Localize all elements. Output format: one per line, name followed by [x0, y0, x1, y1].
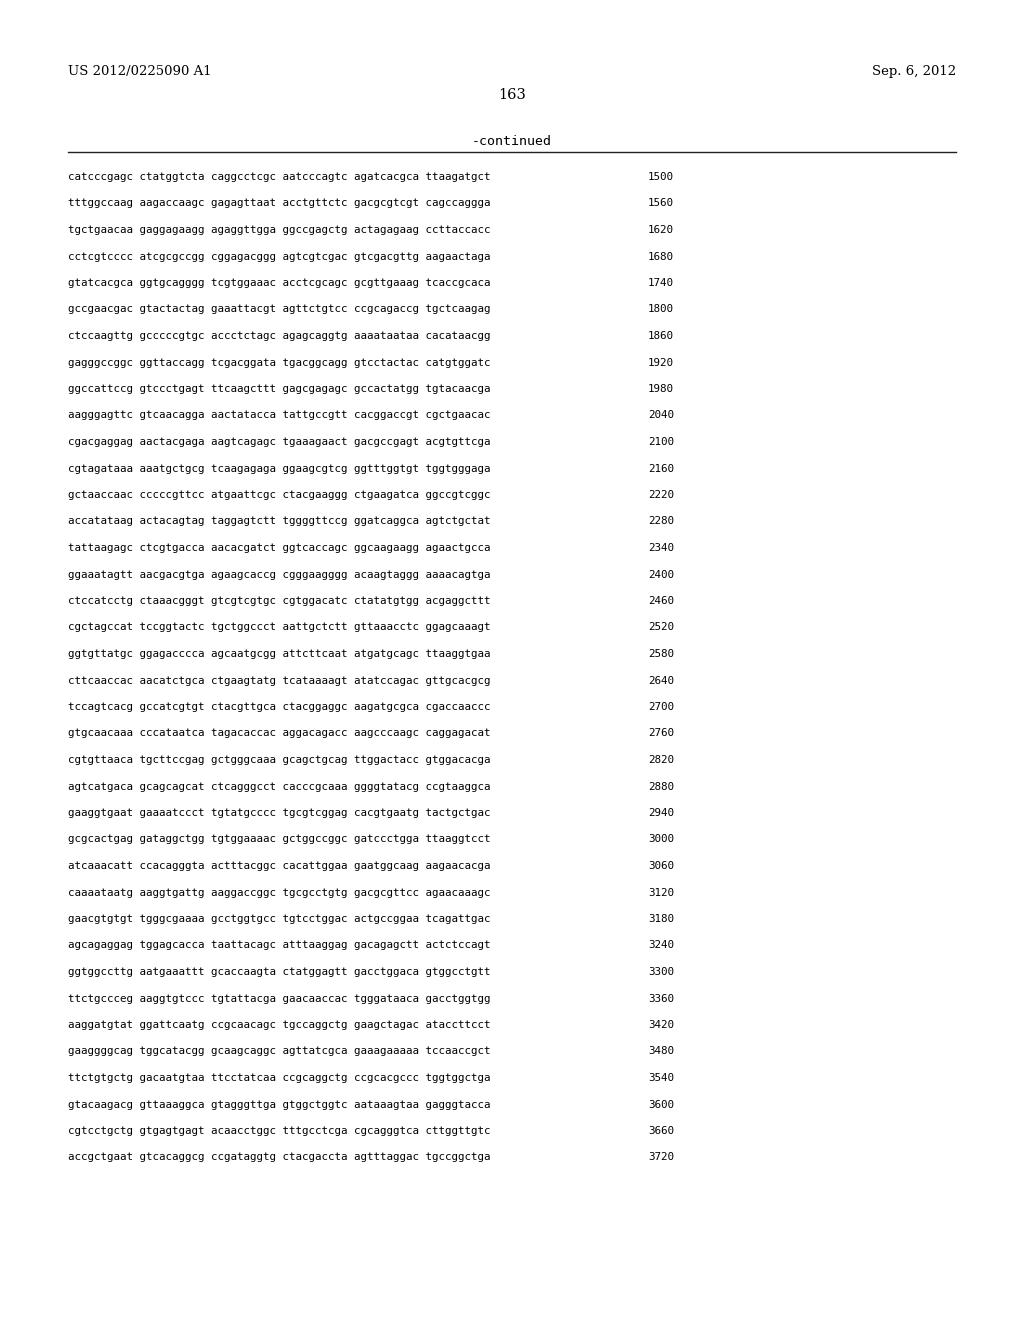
Text: caaaataatg aaggtgattg aaggaccggc tgcgcctgtg gacgcgttcc agaacaaagc: caaaataatg aaggtgattg aaggaccggc tgcgcct… [68, 887, 490, 898]
Text: 1500: 1500 [648, 172, 674, 182]
Text: 2040: 2040 [648, 411, 674, 421]
Text: 3060: 3060 [648, 861, 674, 871]
Text: ggtgttatgc ggagacccca agcaatgcgg attcttcaat atgatgcagc ttaaggtgaa: ggtgttatgc ggagacccca agcaatgcgg attcttc… [68, 649, 490, 659]
Text: accgctgaat gtcacaggcg ccgataggtg ctacgaccta agtttaggac tgccggctga: accgctgaat gtcacaggcg ccgataggtg ctacgac… [68, 1152, 490, 1163]
Text: atcaaacatt ccacagggta actttacggc cacattggaa gaatggcaag aagaacacga: atcaaacatt ccacagggta actttacggc cacattg… [68, 861, 490, 871]
Text: cctcgtcccc atcgcgccgg cggagacggg agtcgtcgac gtcgacgttg aagaactaga: cctcgtcccc atcgcgccgg cggagacggg agtcgtc… [68, 252, 490, 261]
Text: agcagaggag tggagcacca taattacagc atttaaggag gacagagctt actctccagt: agcagaggag tggagcacca taattacagc atttaag… [68, 940, 490, 950]
Text: 2400: 2400 [648, 569, 674, 579]
Text: agtcatgaca gcagcagcat ctcagggcct cacccgcaaa ggggtatacg ccgtaaggca: agtcatgaca gcagcagcat ctcagggcct cacccgc… [68, 781, 490, 792]
Text: 3000: 3000 [648, 834, 674, 845]
Text: tccagtcacg gccatcgtgt ctacgttgca ctacggaggc aagatgcgca cgaccaaccc: tccagtcacg gccatcgtgt ctacgttgca ctacgga… [68, 702, 490, 711]
Text: 2880: 2880 [648, 781, 674, 792]
Text: 3660: 3660 [648, 1126, 674, 1137]
Text: 2460: 2460 [648, 597, 674, 606]
Text: 163: 163 [498, 88, 526, 102]
Text: tttggccaag aagaccaagc gagagttaat acctgttctc gacgcgtcgt cagccaggga: tttggccaag aagaccaagc gagagttaat acctgtt… [68, 198, 490, 209]
Text: ttctgtgctg gacaatgtaa ttcctatcaa ccgcaggctg ccgcacgccc tggtggctga: ttctgtgctg gacaatgtaa ttcctatcaa ccgcagg… [68, 1073, 490, 1082]
Text: accatataag actacagtag taggagtctt tggggttccg ggatcaggca agtctgctat: accatataag actacagtag taggagtctt tggggtt… [68, 516, 490, 527]
Text: gtatcacgca ggtgcagggg tcgtggaaac acctcgcagc gcgttgaaag tcaccgcaca: gtatcacgca ggtgcagggg tcgtggaaac acctcgc… [68, 279, 490, 288]
Text: cgctagccat tccggtactc tgctggccct aattgctctt gttaaacctc ggagcaaagt: cgctagccat tccggtactc tgctggccct aattgct… [68, 623, 490, 632]
Text: 1620: 1620 [648, 224, 674, 235]
Text: 2580: 2580 [648, 649, 674, 659]
Text: ggccattccg gtccctgagt ttcaagcttt gagcgagagc gccactatgg tgtacaacga: ggccattccg gtccctgagt ttcaagcttt gagcgag… [68, 384, 490, 393]
Text: gtgcaacaaa cccataatca tagacaccac aggacagacc aagcccaagc caggagacat: gtgcaacaaa cccataatca tagacaccac aggacag… [68, 729, 490, 738]
Text: tattaagagc ctcgtgacca aacacgatct ggtcaccagc ggcaagaagg agaactgcca: tattaagagc ctcgtgacca aacacgatct ggtcacc… [68, 543, 490, 553]
Text: 1560: 1560 [648, 198, 674, 209]
Text: 1980: 1980 [648, 384, 674, 393]
Text: aagggagttc gtcaacagga aactatacca tattgccgtt cacggaccgt cgctgaacac: aagggagttc gtcaacagga aactatacca tattgcc… [68, 411, 490, 421]
Text: gccgaacgac gtactactag gaaattacgt agttctgtcc ccgcagaccg tgctcaagag: gccgaacgac gtactactag gaaattacgt agttctg… [68, 305, 490, 314]
Text: 2220: 2220 [648, 490, 674, 500]
Text: 3300: 3300 [648, 968, 674, 977]
Text: 3240: 3240 [648, 940, 674, 950]
Text: US 2012/0225090 A1: US 2012/0225090 A1 [68, 65, 212, 78]
Text: gagggccggc ggttaccagg tcgacggata tgacggcagg gtcctactac catgtggatc: gagggccggc ggttaccagg tcgacggata tgacggc… [68, 358, 490, 367]
Text: gaacgtgtgt tgggcgaaaa gcctggtgcc tgtcctggac actgccggaa tcagattgac: gaacgtgtgt tgggcgaaaa gcctggtgcc tgtcctg… [68, 913, 490, 924]
Text: 2520: 2520 [648, 623, 674, 632]
Text: gctaaccaac cccccgttcc atgaattcgc ctacgaaggg ctgaagatca ggccgtcggc: gctaaccaac cccccgttcc atgaattcgc ctacgaa… [68, 490, 490, 500]
Text: 2340: 2340 [648, 543, 674, 553]
Text: ttctgccceg aaggtgtccc tgtattacga gaacaaccac tgggataaca gacctggtgg: ttctgccceg aaggtgtccc tgtattacga gaacaac… [68, 994, 490, 1003]
Text: ctccaagttg gcccccgtgc accctctagc agagcaggtg aaaataataa cacataacgg: ctccaagttg gcccccgtgc accctctagc agagcag… [68, 331, 490, 341]
Text: 2640: 2640 [648, 676, 674, 685]
Text: 2940: 2940 [648, 808, 674, 818]
Text: 1920: 1920 [648, 358, 674, 367]
Text: 3420: 3420 [648, 1020, 674, 1030]
Text: cttcaaccac aacatctgca ctgaagtatg tcataaaagt atatccagac gttgcacgcg: cttcaaccac aacatctgca ctgaagtatg tcataaa… [68, 676, 490, 685]
Text: aaggatgtat ggattcaatg ccgcaacagc tgccaggctg gaagctagac ataccttcct: aaggatgtat ggattcaatg ccgcaacagc tgccagg… [68, 1020, 490, 1030]
Text: cgtcctgctg gtgagtgagt acaacctggc tttgcctcga cgcagggtca cttggttgtc: cgtcctgctg gtgagtgagt acaacctggc tttgcct… [68, 1126, 490, 1137]
Text: cgtgttaaca tgcttccgag gctgggcaaa gcagctgcag ttggactacc gtggacacga: cgtgttaaca tgcttccgag gctgggcaaa gcagctg… [68, 755, 490, 766]
Text: 1800: 1800 [648, 305, 674, 314]
Text: 3540: 3540 [648, 1073, 674, 1082]
Text: gaaggggcag tggcatacgg gcaagcaggc agttatcgca gaaagaaaaa tccaaccgct: gaaggggcag tggcatacgg gcaagcaggc agttatc… [68, 1047, 490, 1056]
Text: -continued: -continued [472, 135, 552, 148]
Text: 2700: 2700 [648, 702, 674, 711]
Text: 2760: 2760 [648, 729, 674, 738]
Text: 3600: 3600 [648, 1100, 674, 1110]
Text: gaaggtgaat gaaaatccct tgtatgcccc tgcgtcggag cacgtgaatg tactgctgac: gaaggtgaat gaaaatccct tgtatgcccc tgcgtcg… [68, 808, 490, 818]
Text: cgtagataaa aaatgctgcg tcaagagaga ggaagcgtcg ggtttggtgt tggtgggaga: cgtagataaa aaatgctgcg tcaagagaga ggaagcg… [68, 463, 490, 474]
Text: gcgcactgag gataggctgg tgtggaaaac gctggccggc gatccctgga ttaaggtcct: gcgcactgag gataggctgg tgtggaaaac gctggcc… [68, 834, 490, 845]
Text: 2820: 2820 [648, 755, 674, 766]
Text: gtacaagacg gttaaaggca gtagggttga gtggctggtc aataaagtaa gagggtacca: gtacaagacg gttaaaggca gtagggttga gtggctg… [68, 1100, 490, 1110]
Text: 2160: 2160 [648, 463, 674, 474]
Text: 3360: 3360 [648, 994, 674, 1003]
Text: ggaaatagtt aacgacgtga agaagcaccg cgggaagggg acaagtaggg aaaacagtga: ggaaatagtt aacgacgtga agaagcaccg cgggaag… [68, 569, 490, 579]
Text: tgctgaacaa gaggagaagg agaggttgga ggccgagctg actagagaag ccttaccacc: tgctgaacaa gaggagaagg agaggttgga ggccgag… [68, 224, 490, 235]
Text: 2280: 2280 [648, 516, 674, 527]
Text: 1860: 1860 [648, 331, 674, 341]
Text: 3720: 3720 [648, 1152, 674, 1163]
Text: 3180: 3180 [648, 913, 674, 924]
Text: 1740: 1740 [648, 279, 674, 288]
Text: 3120: 3120 [648, 887, 674, 898]
Text: ggtggccttg aatgaaattt gcaccaagta ctatggagtt gacctggaca gtggcctgtt: ggtggccttg aatgaaattt gcaccaagta ctatgga… [68, 968, 490, 977]
Text: 1680: 1680 [648, 252, 674, 261]
Text: Sep. 6, 2012: Sep. 6, 2012 [871, 65, 956, 78]
Text: 2100: 2100 [648, 437, 674, 447]
Text: catcccgagc ctatggtcta caggcctcgc aatcccagtc agatcacgca ttaagatgct: catcccgagc ctatggtcta caggcctcgc aatccca… [68, 172, 490, 182]
Text: ctccatcctg ctaaacgggt gtcgtcgtgc cgtggacatc ctatatgtgg acgaggcttt: ctccatcctg ctaaacgggt gtcgtcgtgc cgtggac… [68, 597, 490, 606]
Text: 3480: 3480 [648, 1047, 674, 1056]
Text: cgacgaggag aactacgaga aagtcagagc tgaaagaact gacgccgagt acgtgttcga: cgacgaggag aactacgaga aagtcagagc tgaaaga… [68, 437, 490, 447]
